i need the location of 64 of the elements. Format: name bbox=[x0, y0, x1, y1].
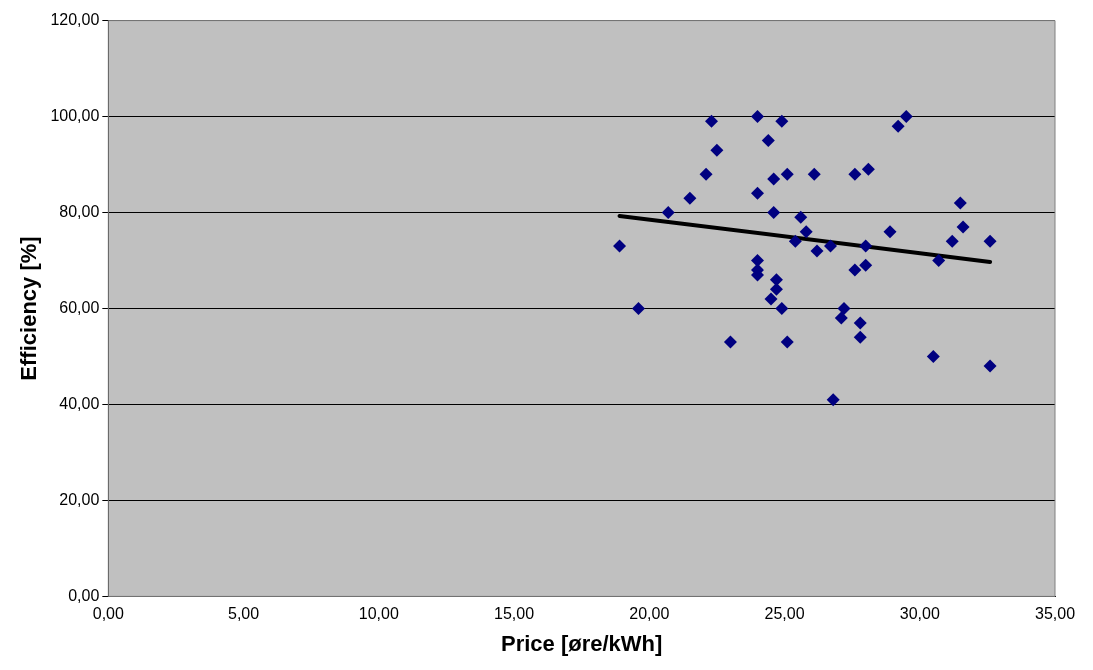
point bbox=[824, 239, 838, 253]
point bbox=[891, 119, 905, 133]
point bbox=[826, 393, 840, 407]
point bbox=[631, 302, 645, 315]
point bbox=[859, 239, 873, 253]
y-tick-label: 20,00 bbox=[59, 490, 100, 508]
point bbox=[953, 196, 967, 210]
point bbox=[859, 258, 873, 272]
y-tick-label: 120,00 bbox=[50, 11, 100, 29]
point bbox=[945, 234, 959, 248]
point bbox=[780, 167, 794, 181]
x-tick-label: 30,00 bbox=[899, 605, 940, 623]
x-axis-title: Price [øre/kWh] bbox=[500, 630, 663, 656]
point bbox=[710, 143, 724, 157]
point bbox=[848, 167, 862, 181]
point bbox=[750, 110, 764, 124]
point bbox=[683, 191, 697, 205]
point bbox=[723, 335, 737, 349]
y-tick-label: 100,00 bbox=[50, 106, 100, 124]
point bbox=[769, 273, 783, 287]
x-tick-label: 5,00 bbox=[228, 605, 260, 623]
y-tick-label: 40,00 bbox=[59, 394, 100, 412]
point bbox=[932, 254, 946, 268]
point bbox=[956, 220, 970, 234]
point bbox=[780, 335, 794, 349]
point bbox=[799, 225, 813, 239]
point bbox=[775, 114, 789, 128]
y-tick-label: 80,00 bbox=[59, 202, 100, 220]
x-tick-label: 25,00 bbox=[764, 605, 805, 623]
x-tick-label: 15,00 bbox=[494, 605, 535, 623]
x-tick-label: 10,00 bbox=[358, 605, 399, 623]
x-tick-label: 0,00 bbox=[92, 605, 125, 623]
point bbox=[661, 206, 675, 220]
point bbox=[883, 225, 897, 239]
point bbox=[853, 330, 867, 344]
point bbox=[761, 134, 775, 148]
point bbox=[926, 349, 940, 363]
point bbox=[775, 302, 789, 315]
y-tick-label: 0,00 bbox=[68, 586, 100, 604]
point bbox=[794, 210, 808, 224]
x-tick-label: 20,00 bbox=[629, 605, 670, 623]
point bbox=[699, 167, 713, 181]
x-tick-label: 35,00 bbox=[1034, 605, 1076, 623]
point bbox=[853, 316, 867, 330]
point bbox=[848, 263, 862, 277]
point bbox=[750, 186, 764, 200]
point bbox=[764, 292, 778, 306]
point bbox=[899, 110, 913, 124]
point bbox=[983, 359, 997, 373]
y-axis-title: Efficiency [%] bbox=[16, 236, 42, 381]
point bbox=[750, 254, 764, 268]
point bbox=[769, 282, 783, 296]
point bbox=[810, 244, 824, 258]
point bbox=[834, 311, 848, 325]
point bbox=[613, 239, 627, 253]
point bbox=[861, 162, 875, 176]
point bbox=[705, 114, 718, 128]
point bbox=[807, 167, 821, 181]
point bbox=[983, 234, 997, 248]
point bbox=[837, 302, 851, 315]
y-tick-label: 60,00 bbox=[59, 298, 100, 316]
point bbox=[788, 234, 802, 248]
point bbox=[767, 206, 781, 220]
point bbox=[767, 172, 781, 186]
